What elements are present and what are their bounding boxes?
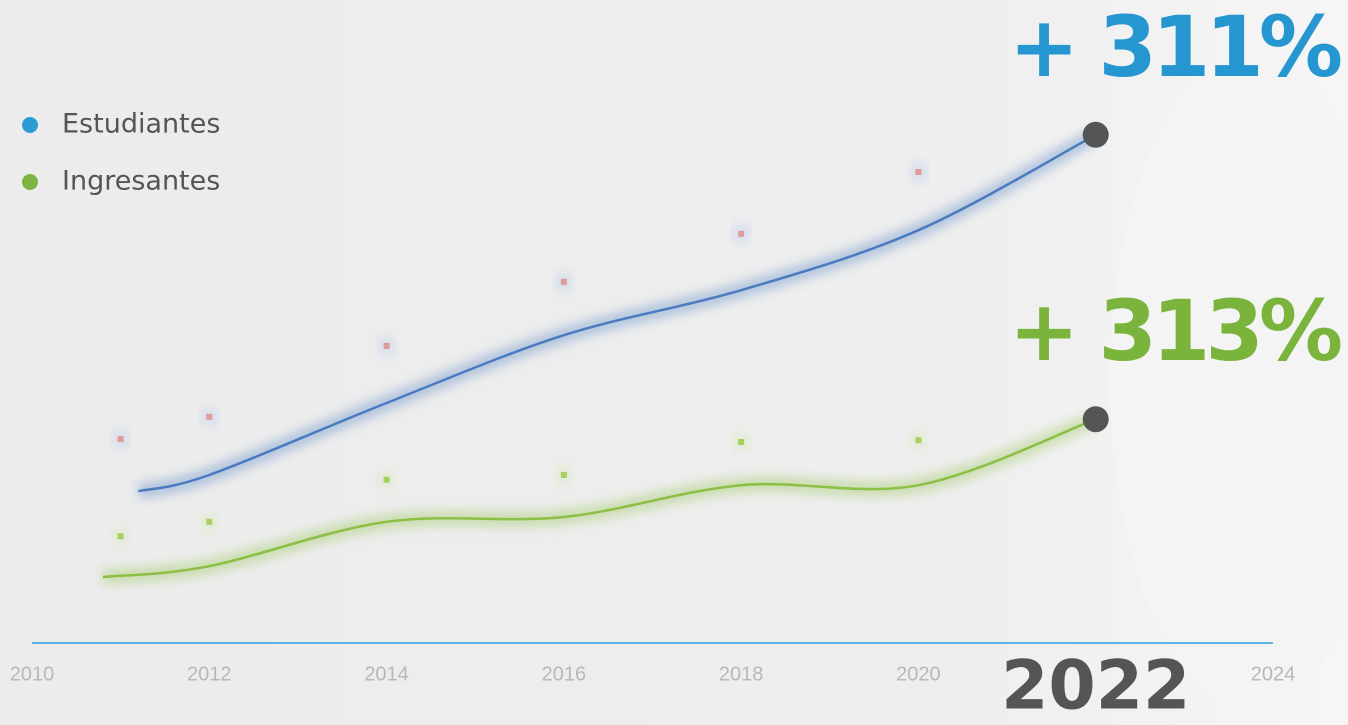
point: [206, 518, 213, 525]
point: [560, 472, 567, 478]
annotation: + 311%: [1009, 0, 1341, 96]
legend-label: Ingresantes: [62, 166, 220, 197]
point: [117, 436, 124, 442]
background-shape: [1110, 50, 1348, 710]
point: [738, 230, 745, 237]
trend-line: [138, 133, 1097, 493]
x-tick-label: 2016: [542, 663, 587, 685]
point: [206, 413, 213, 420]
legend-marker: [22, 117, 38, 133]
legend-marker: [22, 174, 38, 190]
end-dot: [1082, 406, 1109, 433]
x-tick-label: 2012: [187, 663, 232, 685]
point: [383, 476, 390, 483]
point: [560, 278, 567, 285]
x-tick-label: 2018: [719, 663, 764, 685]
trend-line: [102, 418, 1097, 579]
x-tick-label: 2024: [1251, 663, 1296, 685]
point: [117, 533, 124, 540]
point: [915, 169, 922, 175]
point: [738, 439, 745, 445]
end-dot: [1082, 121, 1109, 148]
annotation: + 313%: [1009, 282, 1341, 380]
legend-label: Estudiantes: [62, 109, 220, 140]
point: [383, 343, 390, 349]
x-tick-label: 2010: [10, 663, 55, 685]
x-tick-label-highlight: 2022: [1001, 647, 1190, 725]
x-tick-label: 2014: [364, 663, 409, 685]
x-tick-label: 2020: [896, 663, 941, 685]
point: [915, 437, 922, 444]
